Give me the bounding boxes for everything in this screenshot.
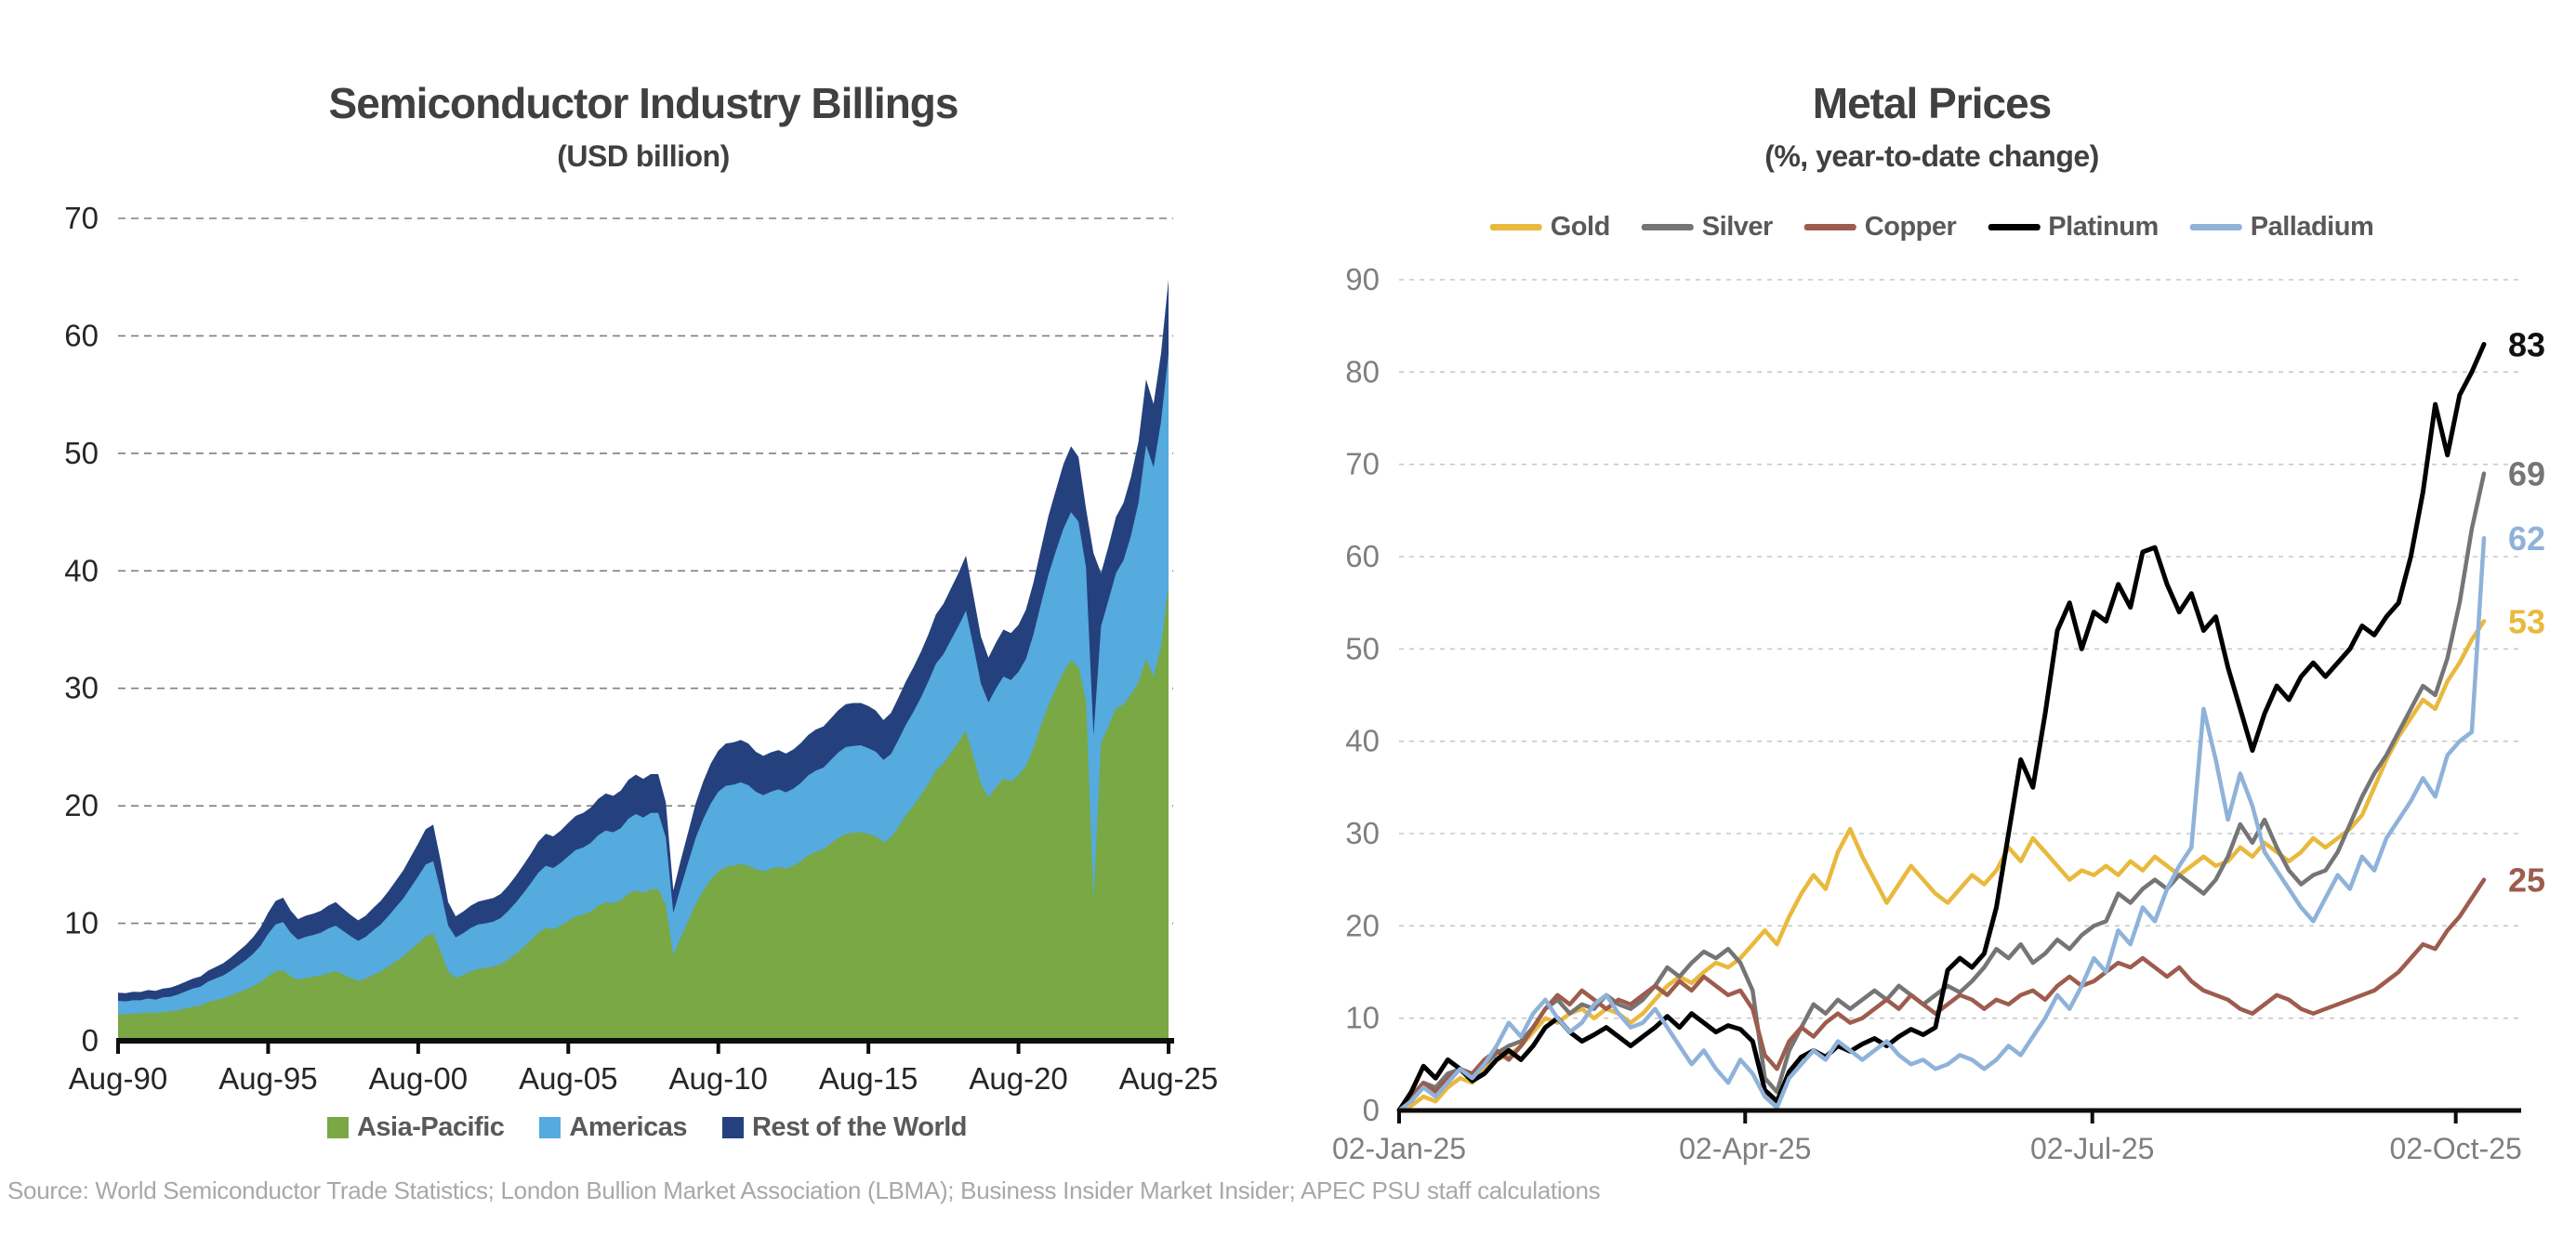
x-tick-label: Aug-20: [969, 1061, 1067, 1096]
legend-swatch-gold: [1489, 224, 1542, 230]
legend-label: Silver: [1701, 212, 1774, 242]
legend-swatch-silver: [1641, 224, 1694, 230]
line-platinum: [1396, 342, 2487, 1113]
source-note: Source: World Semiconductor Trade Statis…: [7, 1176, 1601, 1204]
legend-item-americas: Americas: [539, 1112, 687, 1143]
x-tick-label: Aug-00: [369, 1061, 468, 1096]
x-tick-label: Aug-10: [669, 1061, 768, 1096]
x-tick-label: Aug-25: [1119, 1061, 1218, 1096]
semiconductor-legend: Asia-Pacific Americas Rest of the World: [326, 1112, 968, 1143]
end-label-gold: 53: [2508, 603, 2545, 641]
line-silver: [1396, 471, 2487, 1113]
y-tick-label: 0: [1363, 1093, 1380, 1127]
legend-swatch-platinum: [1988, 224, 2041, 230]
y-tick-label: 70: [64, 201, 99, 235]
y-tick-label: 40: [64, 553, 99, 587]
legend-item-silver: Silver: [1641, 212, 1774, 243]
end-label-platinum: 83: [2508, 326, 2545, 364]
line-palladium: [1396, 535, 2487, 1113]
y-tick-label: 50: [1345, 631, 1380, 665]
x-tick-label: Aug-90: [69, 1061, 167, 1096]
legend-item-palladium: Palladium: [2189, 212, 2374, 243]
y-tick-label: 10: [1345, 1001, 1380, 1035]
area-asia-pacific: [118, 585, 1169, 1041]
y-tick-label: 50: [64, 436, 99, 470]
end-label-palladium: 62: [2508, 519, 2545, 558]
legend-item-rest-of-the-world: Rest of the World: [721, 1112, 968, 1143]
metal-prices-chart-subtitle: (%, year-to-date change): [1764, 139, 2099, 173]
y-tick-label: 70: [1345, 447, 1380, 481]
legend-label: Americas: [569, 1112, 687, 1142]
legend-item-gold: Gold: [1489, 212, 1611, 243]
semiconductor-chart-subtitle: (USD billion): [557, 139, 730, 173]
x-tick-label: Aug-95: [218, 1061, 317, 1096]
y-tick-label: 80: [1345, 354, 1380, 388]
x-tick-label: Aug-15: [819, 1061, 918, 1096]
metal-prices-chart-title: Metal Prices: [1812, 79, 2052, 127]
y-tick-label: 40: [1345, 724, 1380, 758]
x-tick-label: 02-Apr-25: [1679, 1132, 1811, 1165]
x-tick-label: 02-Jul-25: [2030, 1132, 2154, 1165]
legend-item-asia-pacific: Asia-Pacific: [326, 1112, 505, 1143]
end-label-copper: 25: [2508, 861, 2545, 900]
legend-swatch-asia-pacific: [326, 1117, 349, 1138]
end-label-silver: 69: [2508, 455, 2545, 493]
y-tick-label: 60: [1345, 539, 1380, 573]
y-tick-label: 30: [1345, 816, 1380, 850]
legend-label: Rest of the World: [751, 1112, 968, 1142]
legend-item-copper: Copper: [1803, 212, 1957, 243]
y-tick-label: 30: [64, 671, 99, 705]
x-tick-label: 02-Oct-25: [2390, 1132, 2522, 1165]
legend-label: Asia-Pacific: [356, 1112, 505, 1142]
metal-prices-legend: Gold Silver Copper Platinum Palladium: [1489, 212, 2374, 243]
y-tick-label: 10: [64, 906, 99, 940]
legend-label: Palladium: [2250, 212, 2374, 242]
x-tick-label: 02-Jan-25: [1332, 1132, 1466, 1165]
legend-swatch-rest-of-the-world: [721, 1117, 744, 1138]
y-tick-label: 0: [82, 1023, 99, 1058]
y-tick-label: 20: [64, 788, 99, 822]
legend-label: Copper: [1864, 212, 1957, 242]
line-gold: [1396, 619, 2487, 1113]
legend-swatch-copper: [1803, 224, 1856, 230]
legend-swatch-palladium: [2189, 224, 2242, 230]
x-tick-label: Aug-05: [519, 1061, 617, 1096]
y-tick-label: 90: [1345, 262, 1380, 296]
legend-label: Gold: [1550, 212, 1611, 242]
legend-item-platinum: Platinum: [1988, 212, 2159, 243]
legend-swatch-americas: [539, 1117, 561, 1138]
legend-label: Platinum: [2048, 212, 2159, 242]
y-tick-label: 60: [64, 318, 99, 352]
semiconductor-chart-title: Semiconductor Industry Billings: [328, 79, 959, 127]
y-tick-label: 20: [1345, 908, 1380, 942]
